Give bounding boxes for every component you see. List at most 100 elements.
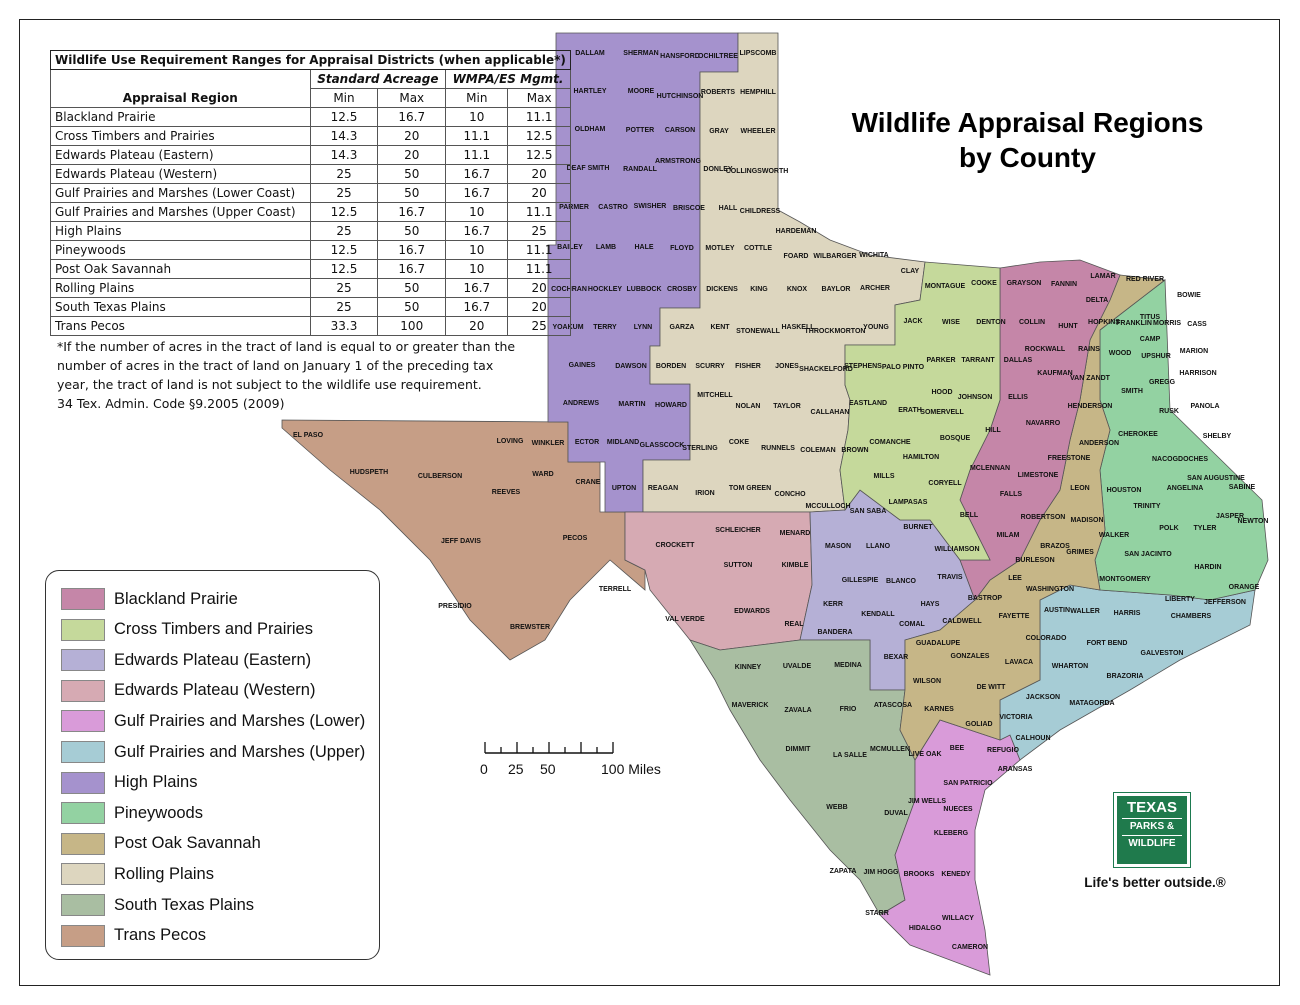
- county-label: RANDALL: [623, 166, 658, 173]
- county-label: SHELBY: [1203, 433, 1232, 440]
- county-label: TITUS: [1140, 314, 1161, 321]
- county-label: KINNEY: [735, 664, 762, 671]
- scale-label-50: 50: [540, 761, 556, 777]
- county-label: KING: [750, 286, 768, 293]
- county-label: NOLAN: [736, 403, 761, 410]
- value-cell: 25: [309, 164, 379, 184]
- county-label: CHAMBERS: [1171, 613, 1212, 620]
- value-cell: 11.1: [507, 240, 571, 260]
- value-cell: 10: [445, 240, 509, 260]
- county-label: EL PASO: [293, 432, 324, 439]
- county-label: VAL VERDE: [665, 616, 705, 623]
- value-cell: 11.1: [445, 126, 509, 146]
- county-label: ROBERTSON: [1021, 514, 1066, 521]
- county-label: PALO PINTO: [882, 364, 925, 371]
- region-name: Blackland Prairie: [50, 107, 311, 127]
- region-name: Post Oak Savannah: [50, 259, 311, 279]
- logo-line-3: WILDLIFE: [1128, 838, 1176, 849]
- county-label: TERRY: [593, 324, 617, 331]
- county-label: LUBBOCK: [627, 286, 662, 293]
- legend-item: Gulf Prairies and Marshes (Upper): [61, 740, 365, 764]
- county-label: CAMP: [1140, 336, 1161, 343]
- county-label: JEFFERSON: [1204, 599, 1246, 606]
- value-cell: 25: [507, 221, 571, 241]
- table-row: Rolling Plains 25 50 16.7 20: [50, 278, 571, 298]
- county-label: FALLS: [1000, 491, 1022, 498]
- county-label: POTTER: [626, 127, 654, 134]
- county-label: PARKER: [926, 357, 955, 364]
- county-label: RED RIVER: [1126, 276, 1164, 283]
- county-label: DENTON: [976, 319, 1005, 326]
- county-label: WARD: [532, 471, 553, 478]
- county-label: CONCHO: [774, 491, 806, 498]
- county-label: ANGELINA: [1167, 485, 1204, 492]
- county-label: CALDWELL: [942, 618, 982, 625]
- county-label: CROSBY: [667, 286, 697, 293]
- county-label: JASPER: [1216, 513, 1244, 520]
- county-label: ARCHER: [860, 285, 890, 292]
- county-label: MORRIS: [1153, 320, 1181, 327]
- county-label: BANDERA: [818, 629, 853, 636]
- county-label: HOPKINS: [1088, 319, 1120, 326]
- value-cell: 20: [507, 278, 571, 298]
- county-label: HOWARD: [655, 402, 687, 409]
- value-cell: 33.3: [309, 316, 379, 336]
- county-label: TOM GREEN: [729, 485, 771, 492]
- county-label: COOKE: [971, 280, 997, 287]
- county-label: KARNES: [924, 706, 954, 713]
- wmpa-header: WMPA/ES Mgmt.: [445, 69, 571, 89]
- county-label: WALLER: [1070, 608, 1100, 615]
- value-cell: 50: [377, 164, 447, 184]
- region-name: High Plains: [50, 221, 311, 241]
- legend-swatch: [61, 832, 105, 855]
- legend-item: Cross Timbers and Prairies: [61, 618, 313, 642]
- value-cell: 12.5: [309, 259, 379, 279]
- value-cell: 50: [377, 221, 447, 241]
- county-label: SMITH: [1121, 388, 1143, 395]
- county-label: MCLENNAN: [970, 465, 1010, 472]
- county-label: LIBERTY: [1165, 596, 1195, 603]
- county-label: COLLIN: [1019, 319, 1045, 326]
- county-label: FLOYD: [670, 245, 694, 252]
- county-label: COKE: [729, 439, 750, 446]
- county-label: HARRIS: [1114, 610, 1141, 617]
- county-label: SOMERVELL: [920, 409, 964, 416]
- min-header: Min: [445, 88, 509, 108]
- county-label: WILLACY: [942, 915, 974, 922]
- county-label: MOTLEY: [705, 245, 734, 252]
- county-label: WICHITA: [859, 252, 888, 259]
- county-label: REFUGIO: [987, 747, 1019, 754]
- county-label: CALHOUN: [1016, 735, 1051, 742]
- county-label: SUTTON: [724, 562, 753, 569]
- value-cell: 20: [445, 316, 509, 336]
- county-label: ARANSAS: [998, 766, 1033, 773]
- legend-swatch: [61, 649, 105, 672]
- county-label: CASTRO: [598, 204, 628, 211]
- county-label: LAMAR: [1090, 273, 1115, 280]
- county-label: EDWARDS: [734, 608, 770, 615]
- scale-bar-graphic: [484, 742, 614, 754]
- county-label: LIVE OAK: [908, 751, 941, 758]
- value-cell: 16.7: [377, 107, 447, 127]
- county-label: POLK: [1159, 525, 1178, 532]
- county-label: MARION: [1180, 348, 1208, 355]
- county-label: GLASSCOCK: [640, 442, 685, 449]
- region-name: South Texas Plains: [50, 297, 311, 317]
- county-label: ANDREWS: [563, 400, 599, 407]
- value-cell: 16.7: [445, 297, 509, 317]
- legend-swatch: [61, 802, 105, 825]
- county-label: ARMSTRONG: [655, 158, 701, 165]
- value-cell: 16.7: [445, 221, 509, 241]
- value-cell: 25: [309, 221, 379, 241]
- value-cell: 11.1: [445, 145, 509, 165]
- county-label: GRAY: [709, 128, 729, 135]
- value-cell: 16.7: [445, 164, 509, 184]
- county-label: HOOD: [932, 389, 953, 396]
- county-label: DIMMIT: [786, 746, 812, 753]
- value-cell: 10: [445, 107, 509, 127]
- county-label: ORANGE: [1229, 584, 1260, 591]
- county-label: DUVAL: [884, 810, 908, 817]
- county-label: VAN ZANDT: [1070, 375, 1111, 382]
- county-label: LIMESTONE: [1018, 472, 1059, 479]
- county-label: SAN SABA: [850, 508, 887, 515]
